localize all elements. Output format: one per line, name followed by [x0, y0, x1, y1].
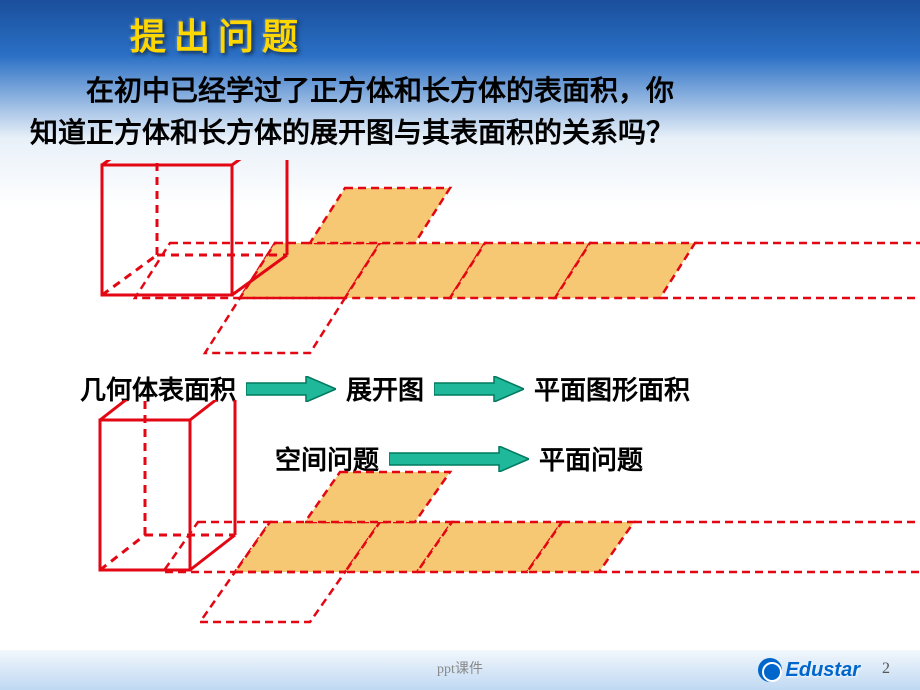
logo-text: Edustar: [786, 659, 860, 682]
arrow-icon: [434, 376, 524, 402]
cuboid-and-net-2: [0, 400, 920, 660]
page-number: 2: [882, 660, 890, 678]
slide-title: 提出问题: [130, 8, 306, 60]
body-line-2: 知道正方体和长方体的展开图与其表面积的关系吗？: [30, 117, 674, 148]
diagram-area: 几何体表面积 展开图 平面图形面积 空间问题 平面问题: [0, 160, 920, 640]
body-line-1: 在初中已经学过了正方体和长方体的表面积，你: [86, 75, 674, 106]
arrow-icon: [246, 376, 336, 402]
logo-icon: [758, 658, 782, 682]
footer-text: ppt课件: [437, 658, 483, 678]
logo: Edustar: [758, 658, 860, 682]
body-text: 在初中已经学过了正方体和长方体的表面积，你 知道正方体和长方体的展开图与其表面积…: [30, 70, 890, 154]
cube-and-net-1: [0, 160, 920, 380]
